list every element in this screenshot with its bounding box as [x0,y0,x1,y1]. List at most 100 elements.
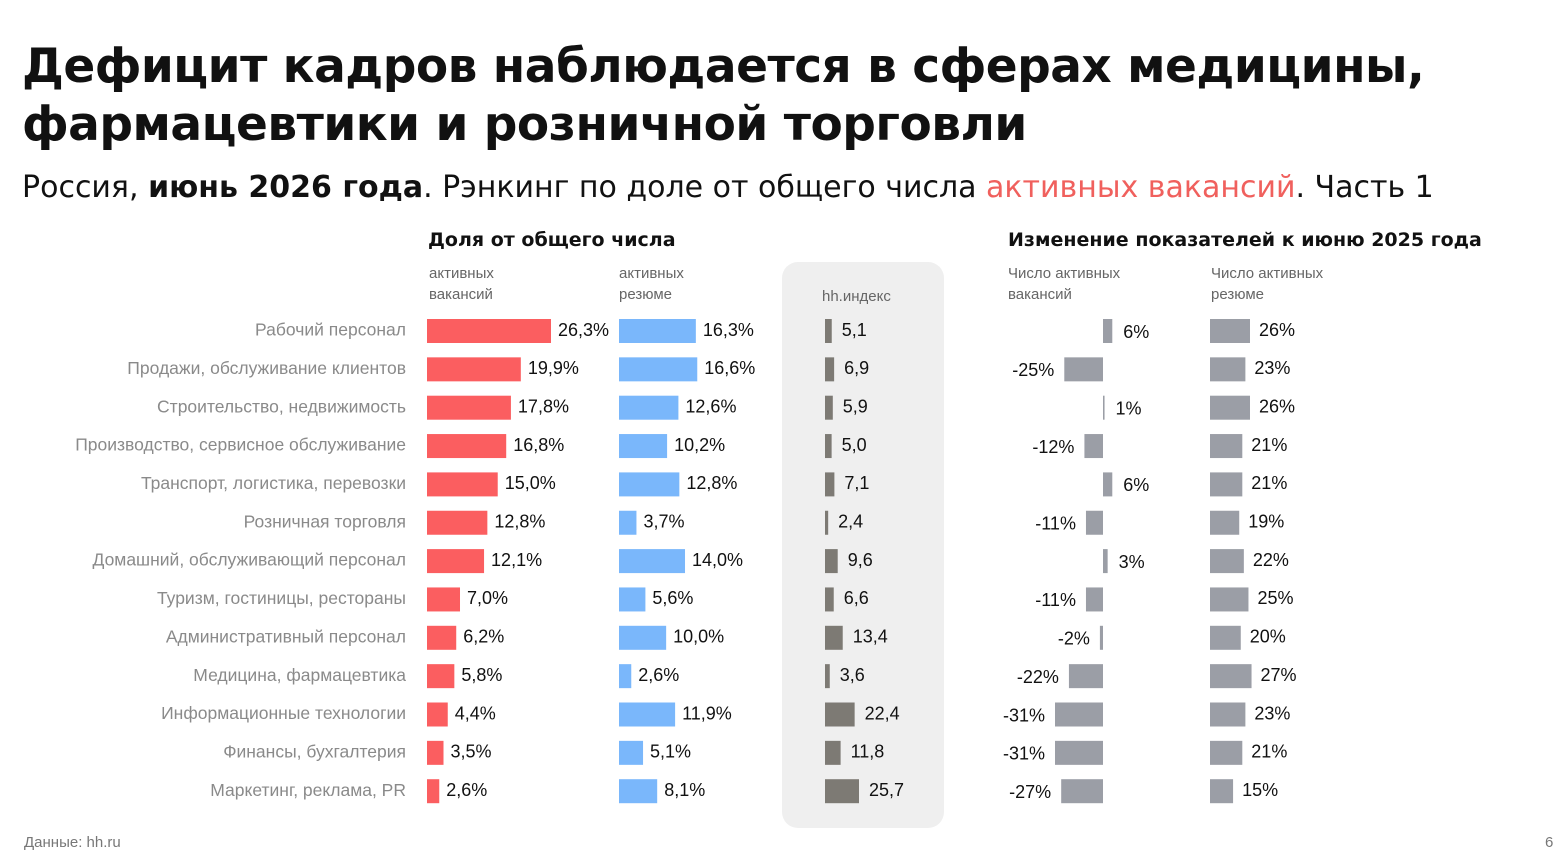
vac-change-value: 6% [1123,322,1149,342]
res-change-bar [1210,779,1234,804]
res-change-value: 21% [1251,473,1287,493]
res-change-value: 19% [1248,512,1284,532]
res-change-value: 25% [1257,588,1293,608]
subtitle-period: июнь 2026 года [148,170,424,205]
vacancies-value: 19,9% [528,358,579,378]
hh-index-value: 22,4 [865,703,900,723]
res-change-value: 15% [1242,780,1278,800]
hh-index-value: 6,9 [844,358,869,378]
vac-change-value: 3% [1119,552,1145,572]
hh-index-value: 2,4 [838,512,863,532]
page-title: Дефицит кадров наблюдается в сферах меди… [22,39,1425,152]
subtitle-accent: активных вакансий [986,170,1296,205]
res-change-bar [1210,472,1243,497]
vac-change-bar [1103,472,1113,497]
hh-index-bar [825,625,843,650]
hh-index-value: 3,6 [840,665,865,685]
vacancies-bar [427,587,461,612]
res-change-value: 23% [1254,703,1290,723]
resumes-bar [619,395,679,420]
category-label: Туризм, гостиницы, рестораны [157,588,406,608]
hh-index-value: 25,7 [869,780,904,800]
vac-change-bar [1068,664,1103,689]
category-label: Финансы, бухгалтерия [223,741,406,761]
res-change-bar [1210,395,1250,420]
res-change-value: 26% [1259,320,1295,340]
resumes-value: 16,3% [703,320,754,340]
share-header: Доля от общего числа [428,229,676,251]
hh-index-value: 9,6 [848,550,873,570]
hh-index-bar [825,587,834,612]
res-change-bar [1210,664,1252,689]
vacancies-value: 7,0% [467,588,508,608]
category-label: Информационные технологии [161,703,406,723]
vacancies-bar [427,319,551,343]
vac-change-value: -12% [1032,437,1074,457]
hh-index-bar [825,510,829,535]
vac-change-bar [1085,587,1103,612]
vacancies-value: 12,8% [494,512,545,532]
resumes-value: 5,1% [650,742,691,762]
res-change-bar [1210,587,1249,612]
resumes-value: 8,1% [664,780,705,800]
hh-index-bar [825,395,833,420]
res-change-value: 22% [1253,550,1289,570]
category-label: Продажи, обслуживание клиентов [127,358,406,378]
hh-index-bar [825,549,838,574]
resumes-bar [619,625,667,650]
hh-index-bar [825,779,859,804]
page-number: 6 [1545,834,1554,851]
vacancies-bar [427,472,498,497]
resumes-bar [619,357,698,382]
hh-index-value: 5,9 [843,396,868,416]
vacancies-value: 2,6% [446,780,487,800]
page-subtitle: Россия, июнь 2026 года. Рэнкинг по доле … [22,170,1434,205]
res-change-bar [1210,434,1243,459]
vacancies-bar [427,510,488,535]
resumes-bar [619,319,696,343]
hh-index-value: 13,4 [853,627,888,647]
vac-change-bar [1064,357,1103,382]
resumes-value: 14,0% [692,550,743,570]
subtitle-region: Россия, [22,170,149,205]
resumes-value: 16,6% [704,358,755,378]
vac-change-value: -31% [1003,744,1045,764]
vacancies-value: 12,1% [491,550,542,570]
vac-change-bar [1085,510,1103,535]
category-label: Розничная торговля [244,511,406,531]
vac-change-value: -27% [1009,782,1051,802]
category-label: Домашний, обслуживающий персонал [93,550,406,570]
subtitle-part: . Часть 1 [1295,170,1434,205]
res-change-value: 26% [1259,396,1295,416]
change-header: Изменение показателей к июню 2025 года [1008,229,1482,251]
vacancies-value: 5,8% [461,665,502,685]
resumes-sublabel: активных резюме [619,265,684,303]
hh-index-bar [825,740,841,765]
res-change-value: 21% [1251,435,1287,455]
category-label: Производство, сервисное обслуживание [75,435,406,455]
vacancies-value: 4,4% [455,703,496,723]
vac-change-bar [1103,319,1113,343]
resumes-bar [619,434,668,459]
resumes-value: 11,9% [682,703,732,723]
vacancies-bar [427,357,521,382]
res-change-bar [1210,510,1240,535]
category-label: Рабочий персонал [255,320,406,340]
vacancies-bar [427,434,507,459]
vacancies-bar [427,740,444,765]
vacancies-bar [427,625,457,650]
resumes-value: 10,0% [673,627,724,647]
category-label: Маркетинг, реклама, PR [210,780,406,800]
category-label: Транспорт, логистика, перевозки [141,473,406,493]
vacancies-bar [427,702,448,727]
vacancies-bar [427,549,485,574]
resumes-bar [619,510,637,535]
vac-change-bar [1061,779,1103,804]
vac-change-bar [1084,434,1103,459]
vacancies-value: 16,8% [513,435,564,455]
resumes-value: 5,6% [652,588,693,608]
res-change-bar [1210,319,1250,343]
hh-index-value: 6,6 [844,588,869,608]
vac-change-value: 1% [1116,398,1142,418]
